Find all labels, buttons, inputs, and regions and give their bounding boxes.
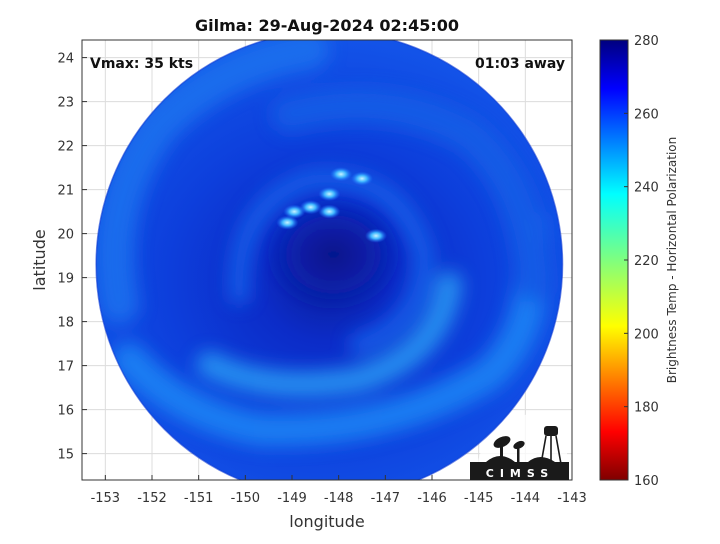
cold-spots — [276, 167, 387, 243]
x-tick-label: -144 — [511, 491, 541, 506]
cimss-logo-text: CIMSS — [486, 467, 554, 480]
y-tick-label: 21 — [57, 184, 74, 199]
y-tick-label: 18 — [57, 316, 74, 331]
colorbar-tick-label: 240 — [634, 181, 659, 196]
brightness-temperature-swath — [95, 40, 564, 480]
y-axis-label: latitude — [30, 229, 49, 290]
x-tick-label: -153 — [91, 491, 121, 506]
vmax-annotation: Vmax: 35 kts — [90, 56, 193, 72]
cold-spot — [283, 204, 306, 219]
y-tick-label: 15 — [57, 448, 74, 463]
x-tick-label: -151 — [184, 491, 214, 506]
x-tick-label: -146 — [417, 491, 447, 506]
y-tick-label: 16 — [57, 404, 74, 419]
x-axis-label: longitude — [289, 512, 364, 531]
x-tick-label: -148 — [324, 491, 354, 506]
cimss-logo: CIMSS — [470, 413, 569, 480]
cold-spot — [330, 167, 352, 182]
colorbar-label: Brightness Temp - Horizontal Polarizatio… — [665, 137, 679, 384]
x-tick-label: -152 — [137, 491, 167, 506]
y-tick-label: 24 — [57, 52, 74, 67]
cold-spot — [318, 187, 341, 201]
colorbar-tick-label: 200 — [634, 327, 659, 342]
x-tick-label: -143 — [557, 491, 587, 506]
colorbar-tick-label: 220 — [634, 254, 659, 269]
cold-spot — [351, 171, 373, 186]
colorbar-tick-label: 160 — [634, 474, 659, 489]
colorbar-tick-label: 260 — [634, 107, 659, 122]
y-tick-label: 22 — [57, 140, 74, 155]
chart-title: Gilma: 29-Aug-2024 02:45:00 — [195, 16, 459, 35]
cold-spot — [276, 215, 299, 230]
x-axis-ticks: -153 -152 -151 -150 -149 -148 -147 -146 -145 -144… — [91, 475, 587, 506]
x-tick-label: -150 — [231, 491, 261, 506]
y-tick-label: 17 — [57, 360, 74, 375]
axes-frame — [81, 39, 573, 481]
y-axis-ticks: 15 16 17 18 19 20 21 22 23 24 — [57, 52, 87, 463]
x-tick-label: -145 — [464, 491, 494, 506]
time-away-annotation: 01:03 away — [475, 56, 565, 72]
x-tick-label: -147 — [371, 491, 401, 506]
cold-spot — [318, 204, 341, 219]
colorbar-tick-label: 280 — [634, 34, 659, 49]
x-tick-label: -149 — [277, 491, 307, 506]
y-tick-label: 23 — [57, 96, 74, 111]
cold-spot — [365, 228, 387, 243]
colorbar-ticks: 280 260 240 220 200 180 160 — [624, 34, 659, 489]
colorbar-tick-label: 180 — [634, 401, 659, 416]
y-tick-label: 20 — [57, 228, 74, 243]
y-tick-label: 19 — [57, 272, 74, 287]
colorbar — [599, 39, 629, 481]
